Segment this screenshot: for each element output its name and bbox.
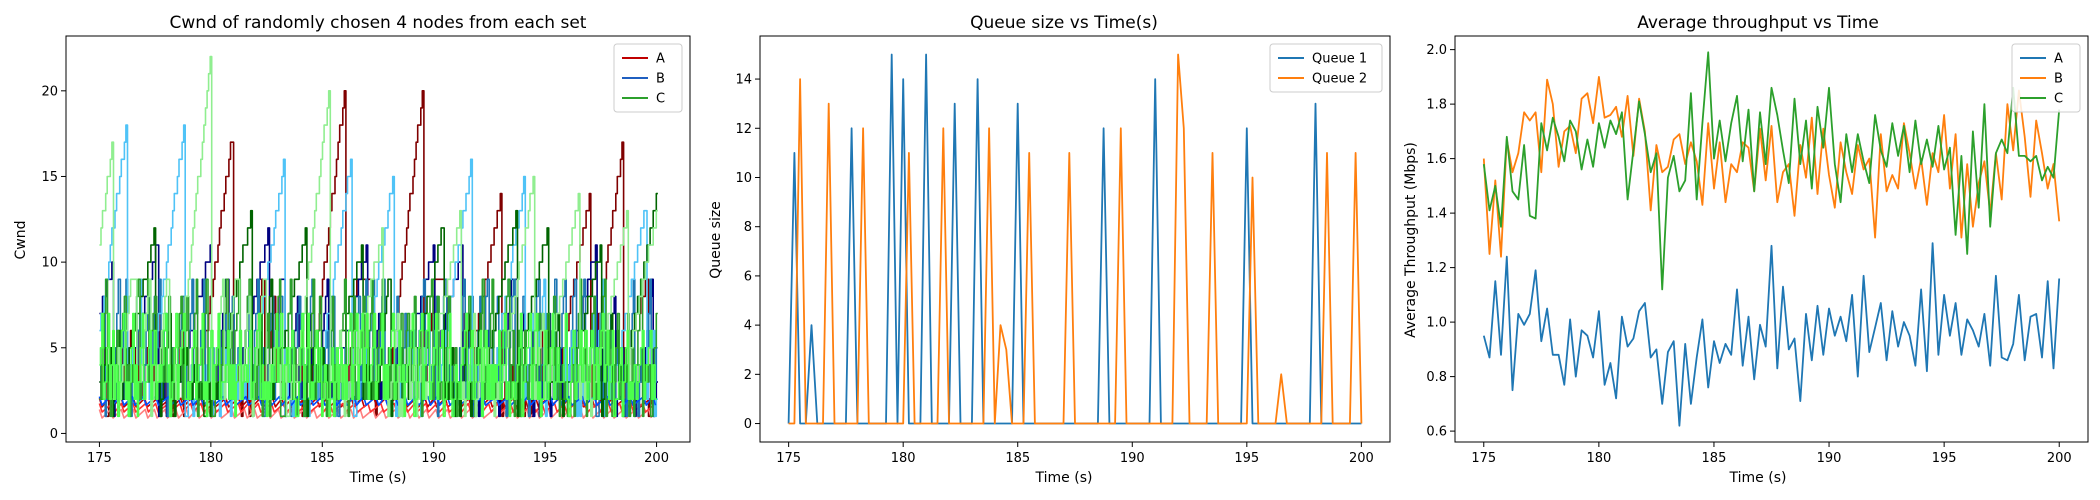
queue-series-queue-1-line bbox=[787, 53, 1362, 425]
throughput-panel: Average throughput vs Time Time (s) Aver… bbox=[1403, 13, 2089, 486]
cwnd-legend-label: C bbox=[656, 92, 665, 107]
throughput-legend-label: B bbox=[2054, 72, 2063, 87]
cwnd-series-group bbox=[98, 55, 658, 419]
queue-x-axis-label: Time (s) bbox=[1035, 470, 1093, 486]
cwnd-x-tick-label: 200 bbox=[644, 451, 669, 466]
cwnd-legend-label: B bbox=[656, 72, 665, 87]
queue-series-queue-2-line bbox=[788, 53, 1363, 425]
cwnd-y-tick-label: 20 bbox=[41, 84, 58, 99]
throughput-y-tick-label: 1.2 bbox=[1426, 261, 1447, 276]
throughput-y-tick-label: 0.6 bbox=[1426, 425, 1447, 440]
throughput-x-tick-label: 185 bbox=[1702, 451, 1727, 466]
throughput-y-tick-label: 1.8 bbox=[1426, 98, 1447, 113]
queue-legend-label: Queue 2 bbox=[1312, 72, 1367, 87]
queue-y-tick-label: 4 bbox=[744, 319, 752, 334]
queue-x-tick-label: 190 bbox=[1120, 451, 1145, 466]
throughput-y-tick-label: 2.0 bbox=[1426, 43, 1447, 58]
throughput-x-tick-label: 190 bbox=[1817, 451, 1842, 466]
cwnd-x-tick-label: 185 bbox=[310, 451, 335, 466]
throughput-y-tick-label: 1.0 bbox=[1426, 316, 1447, 331]
cwnd-legend-label: A bbox=[656, 52, 665, 67]
throughput-legend-label: A bbox=[2054, 52, 2063, 67]
cwnd-y-tick-label: 0 bbox=[50, 427, 58, 442]
queue-y-axis-label: Queue size bbox=[708, 201, 724, 279]
queue-legend-label: Queue 1 bbox=[1312, 52, 1367, 67]
cwnd-legend: ABC bbox=[613, 43, 683, 113]
cwnd-x-tick-label: 190 bbox=[421, 451, 446, 466]
throughput-y-tick-label: 0.8 bbox=[1426, 370, 1447, 385]
queue-legend: Queue 1 Queue 2 bbox=[1269, 43, 1383, 93]
cwnd-plot-frame bbox=[65, 35, 691, 443]
queue-series-group bbox=[787, 53, 1363, 425]
cwnd-chart-title: Cwnd of randomly chosen 4 nodes from eac… bbox=[170, 13, 587, 33]
throughput-legend: ABC bbox=[2011, 43, 2081, 113]
throughput-x-tick-label: 180 bbox=[1586, 451, 1611, 466]
cwnd-y-tick-label: 5 bbox=[50, 341, 58, 356]
queue-y-tick-label: 8 bbox=[744, 220, 752, 235]
queue-chart-title: Queue size vs Time(s) bbox=[970, 13, 1158, 33]
throughput-series-c-line bbox=[1482, 51, 2061, 291]
throughput-x-axis-label: Time (s) bbox=[1729, 470, 1787, 486]
queue-y-tick-label: 6 bbox=[744, 269, 752, 284]
cwnd-y-tick-label: 10 bbox=[41, 256, 58, 271]
throughput-x-tick-label: 175 bbox=[1471, 451, 1496, 466]
cwnd-series-c-11-line bbox=[99, 312, 657, 418]
throughput-legend-label: C bbox=[2054, 92, 2063, 107]
queue-legend-box bbox=[1269, 43, 1383, 93]
cwnd-y-tick-label: 15 bbox=[41, 170, 58, 185]
cwnd-y-axis-label: Cwnd bbox=[13, 221, 29, 260]
throughput-plot-frame bbox=[1454, 35, 2089, 443]
queue-y-tick-label: 14 bbox=[735, 73, 752, 88]
queue-y-tick-label: 12 bbox=[735, 122, 752, 137]
queue-y-tick-label: 10 bbox=[735, 171, 752, 186]
cwnd-series-a-3-line bbox=[98, 402, 657, 413]
throughput-series-group bbox=[1482, 51, 2061, 427]
cwnd-x-tick-label: 180 bbox=[198, 451, 223, 466]
throughput-x-tick-label: 200 bbox=[2047, 451, 2072, 466]
throughput-series-a-line bbox=[1482, 242, 2061, 427]
cwnd-x-tick-label: 195 bbox=[533, 451, 558, 466]
queue-plot-frame bbox=[759, 35, 1391, 443]
throughput-y-tick-label: 1.4 bbox=[1426, 207, 1447, 222]
throughput-x-tick-label: 195 bbox=[1932, 451, 1957, 466]
queue-x-tick-label: 175 bbox=[776, 451, 801, 466]
throughput-series-b-line bbox=[1482, 76, 2061, 258]
queue-y-tick-label: 2 bbox=[744, 368, 752, 383]
throughput-y-tick-label: 1.6 bbox=[1426, 152, 1447, 167]
cwnd-x-axis-label: Time (s) bbox=[349, 470, 407, 486]
cwnd-x-tick-label: 175 bbox=[87, 451, 112, 466]
queue-x-tick-label: 185 bbox=[1005, 451, 1030, 466]
cwnd-panel: Cwnd of randomly chosen 4 nodes from eac… bbox=[13, 13, 691, 486]
queue-x-tick-label: 180 bbox=[891, 451, 916, 466]
queue-x-tick-label: 200 bbox=[1349, 451, 1374, 466]
queue-panel: Queue size vs Time(s) Time (s) Queue siz… bbox=[708, 13, 1391, 486]
queue-y-tick-label: 0 bbox=[744, 417, 752, 432]
throughput-chart-title: Average throughput vs Time bbox=[1637, 13, 1879, 33]
throughput-y-axis-label: Average Throughput (Mbps) bbox=[1403, 142, 1419, 338]
queue-x-tick-label: 195 bbox=[1234, 451, 1259, 466]
